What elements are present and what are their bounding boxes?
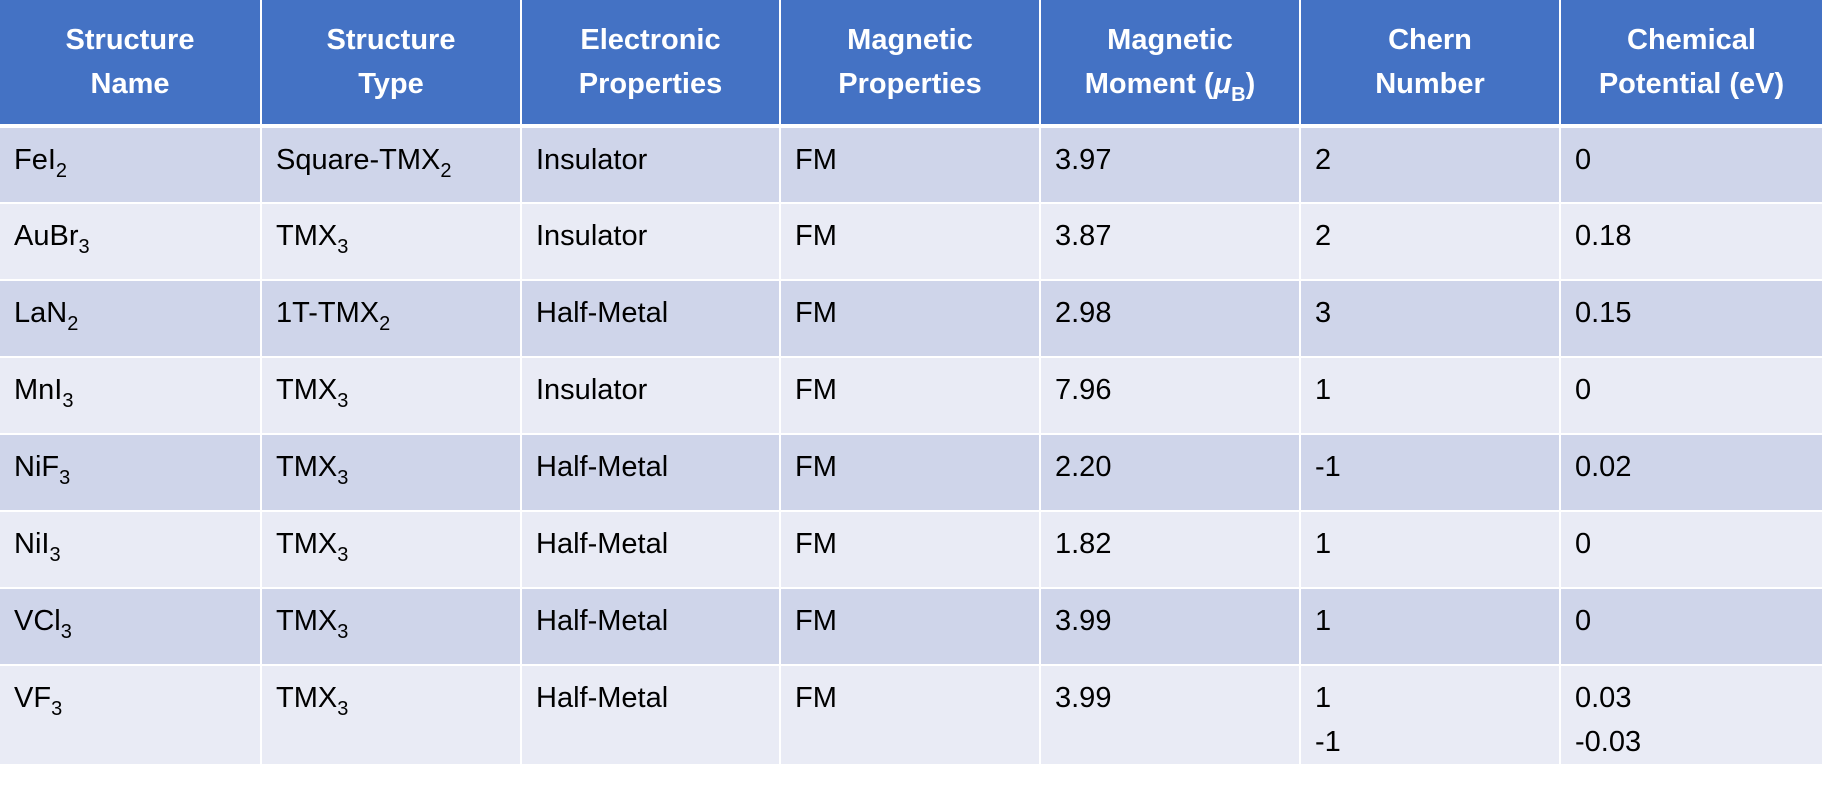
cell-chemical-potential-value: 0 xyxy=(1575,528,1592,560)
cell-structure-type: TMX3 xyxy=(261,588,522,666)
table-row: LaN2 1T-TMX2 Half-Metal FM 2.98 3 0.15 xyxy=(0,280,1822,358)
cell-structure-name: NiI3 xyxy=(0,511,262,589)
cell-electronic-properties: Half-Metal xyxy=(521,511,781,589)
cell-structure-type: TMX3 xyxy=(261,203,522,281)
cell-magnetic-properties: FM xyxy=(780,434,1041,512)
table-row: VCl3 TMX3 Half-Metal FM 3.99 1 0 xyxy=(0,588,1822,666)
cell-chern-number-value: 1 xyxy=(1315,528,1332,560)
cell-structure-name: FeI2 xyxy=(0,126,262,204)
cell-chemical-potential: 0 xyxy=(1560,588,1822,666)
cell-chern-number: 1 xyxy=(1300,511,1561,589)
cell-magnetic-moment: 3.87 xyxy=(1040,203,1301,281)
cell-structure-type: 1T-TMX2 xyxy=(261,280,522,358)
cell-chern-number-value: 1 xyxy=(1315,605,1332,637)
header-row: Structure Name Structure Type Electronic… xyxy=(0,0,1822,128)
cell-magnetic-moment: 2.20 xyxy=(1040,434,1301,512)
cell-electronic-properties: Half-Metal xyxy=(521,665,781,766)
cell-magnetic-moment: 3.99 xyxy=(1040,588,1301,666)
cell-chemical-potential: 0.15 xyxy=(1560,280,1822,358)
header-chemical-potential: Chemical Potential (eV) xyxy=(1560,0,1822,128)
cell-structure-name: AuBr3 xyxy=(0,203,262,281)
header-structure-type: Structure Type xyxy=(261,0,522,128)
cell-chemical-potential: 0.03 -0.03 xyxy=(1560,665,1822,766)
cell-chemical-potential-value: 0 xyxy=(1575,374,1592,406)
cell-chemical-potential-value: -0.03 xyxy=(1575,726,1642,758)
table-row: VF3 TMX3 Half-Metal FM 3.99 1 -1 0.03 -0.03 xyxy=(0,665,1822,766)
header-electronic-properties: Electronic Properties xyxy=(521,0,781,128)
cell-magnetic-moment: 3.99 xyxy=(1040,665,1301,766)
header-magnetic-properties: Magnetic Properties xyxy=(780,0,1041,128)
cell-chern-number: 1 xyxy=(1300,357,1561,435)
header-structure-name: Structure Name xyxy=(0,0,262,128)
cell-chemical-potential-value: 0 xyxy=(1575,605,1592,637)
cell-chemical-potential: 0 xyxy=(1560,511,1822,589)
cell-structure-type: TMX3 xyxy=(261,665,522,766)
cell-electronic-properties: Insulator xyxy=(521,126,781,204)
cell-chern-number: 3 xyxy=(1300,280,1561,358)
cell-chern-number-value: -1 xyxy=(1315,451,1341,483)
header-chern-number: Chern Number xyxy=(1300,0,1561,128)
cell-magnetic-properties: FM xyxy=(780,665,1041,766)
cell-magnetic-properties: FM xyxy=(780,588,1041,666)
cell-structure-name: VCl3 xyxy=(0,588,262,666)
materials-table: Structure Name Structure Type Electronic… xyxy=(0,0,1822,766)
cell-magnetic-moment: 3.97 xyxy=(1040,126,1301,204)
cell-magnetic-properties: FM xyxy=(780,357,1041,435)
cell-structure-name: NiF3 xyxy=(0,434,262,512)
cell-electronic-properties: Half-Metal xyxy=(521,588,781,666)
cell-chemical-potential-value: 0.03 xyxy=(1575,682,1632,714)
cell-structure-type: TMX3 xyxy=(261,511,522,589)
cell-chemical-potential: 0.02 xyxy=(1560,434,1822,512)
cell-electronic-properties: Insulator xyxy=(521,357,781,435)
cell-magnetic-moment: 1.82 xyxy=(1040,511,1301,589)
cell-chern-number: -1 xyxy=(1300,434,1561,512)
cell-magnetic-properties: FM xyxy=(780,511,1041,589)
cell-chern-number-value: 1 xyxy=(1315,682,1332,714)
cell-chern-number: 2 xyxy=(1300,203,1561,281)
cell-chern-number: 1 xyxy=(1300,588,1561,666)
cell-chemical-potential-value: 0.18 xyxy=(1575,220,1632,252)
cell-magnetic-moment: 2.98 xyxy=(1040,280,1301,358)
cell-chern-number-value: 2 xyxy=(1315,220,1332,252)
cell-structure-name: MnI3 xyxy=(0,357,262,435)
cell-electronic-properties: Insulator xyxy=(521,203,781,281)
cell-magnetic-properties: FM xyxy=(780,203,1041,281)
cell-structure-type: TMX3 xyxy=(261,434,522,512)
cell-chern-number-value: 2 xyxy=(1315,144,1332,176)
cell-chern-number-value: -1 xyxy=(1315,726,1341,758)
cell-chern-number-value: 1 xyxy=(1315,374,1332,406)
cell-structure-type: Square-TMX2 xyxy=(261,126,522,204)
cell-electronic-properties: Half-Metal xyxy=(521,434,781,512)
table-row: NiF3 TMX3 Half-Metal FM 2.20 -1 0.02 xyxy=(0,434,1822,512)
cell-chern-number: 1 -1 xyxy=(1300,665,1561,766)
cell-chemical-potential-value: 0 xyxy=(1575,144,1592,176)
cell-chemical-potential: 0 xyxy=(1560,126,1822,204)
cell-magnetic-properties: FM xyxy=(780,280,1041,358)
table-body: FeI2 Square-TMX2 Insulator FM 3.97 2 0 AuBr3 TMX… xyxy=(0,126,1822,766)
table-row: AuBr3 TMX3 Insulator FM 3.87 2 0.18 xyxy=(0,203,1822,281)
table-row: MnI3 TMX3 Insulator FM 7.96 1 0 xyxy=(0,357,1822,435)
cell-chemical-potential: 0.18 xyxy=(1560,203,1822,281)
cell-structure-type: TMX3 xyxy=(261,357,522,435)
header-magnetic-moment: Magnetic Moment (μB) xyxy=(1040,0,1301,128)
materials-table-container: Structure Name Structure Type Electronic… xyxy=(0,0,1822,766)
cell-structure-name: LaN2 xyxy=(0,280,262,358)
cell-magnetic-properties: FM xyxy=(780,126,1041,204)
cell-chemical-potential-value: 0.15 xyxy=(1575,297,1632,329)
table-row: NiI3 TMX3 Half-Metal FM 1.82 1 0 xyxy=(0,511,1822,589)
cell-chemical-potential: 0 xyxy=(1560,357,1822,435)
cell-magnetic-moment: 7.96 xyxy=(1040,357,1301,435)
cell-chern-number-value: 3 xyxy=(1315,297,1332,329)
cell-chemical-potential-value: 0.02 xyxy=(1575,451,1632,483)
cell-chern-number: 2 xyxy=(1300,126,1561,204)
cell-structure-name: VF3 xyxy=(0,665,262,766)
table-row: FeI2 Square-TMX2 Insulator FM 3.97 2 0 xyxy=(0,126,1822,204)
cell-electronic-properties: Half-Metal xyxy=(521,280,781,358)
